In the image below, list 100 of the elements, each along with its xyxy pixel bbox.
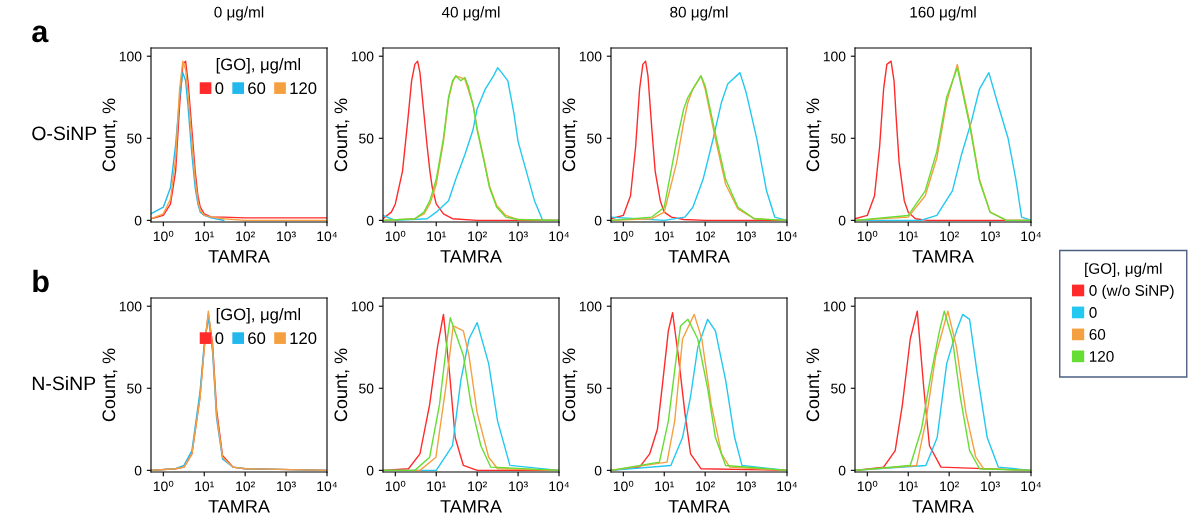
y-axis-title: Count, %: [562, 348, 578, 422]
x-axis-title: TAMRA: [668, 500, 730, 513]
legend-label: 0: [215, 82, 224, 95]
x-tick-label: 10²: [468, 481, 487, 492]
y-tick-label: 50: [127, 383, 142, 394]
x-tick-label: 10¹: [195, 481, 214, 492]
x-tick-label: 10²: [236, 231, 255, 242]
x-tick-label: 10³: [737, 231, 756, 242]
legend-title: [GO], μg/ml: [1085, 262, 1162, 277]
x-axis-title: TAMRA: [440, 500, 502, 513]
x-tick-label: 10³: [277, 231, 296, 242]
x-tick-label: 10¹: [655, 231, 674, 242]
x-tick-label: 10¹: [195, 231, 214, 242]
legend-label: 120: [290, 332, 317, 345]
y-tick-label: 50: [359, 383, 374, 394]
x-tick-label: 10³: [981, 481, 1000, 492]
y-tick-label: 0: [134, 465, 142, 476]
text: b: [33, 269, 49, 293]
y-tick-label: 50: [127, 133, 142, 144]
x-tick-label: 10⁴: [777, 231, 798, 242]
y-tick-label: 100: [823, 51, 846, 62]
y-tick-label: 0: [838, 215, 846, 226]
y-tick-label: 50: [359, 133, 374, 144]
x-tick-label: 10⁰: [613, 480, 634, 492]
x-tick-label: 10¹: [899, 231, 918, 242]
legend-label: 60: [1089, 329, 1106, 340]
x-tick-label: 10¹: [899, 481, 918, 492]
x-tick-label: 10³: [981, 231, 1000, 242]
y-axis-title: Count, %: [806, 98, 822, 172]
legend-label: 60: [248, 82, 266, 95]
x-tick-label: 10⁰: [857, 230, 878, 242]
x-tick-label: 10⁰: [153, 480, 174, 492]
x-axis-title: TAMRA: [668, 250, 730, 263]
x-tick-label: 10¹: [655, 481, 674, 492]
y-tick-label: 0: [134, 215, 142, 226]
y-axis-title: Count, %: [334, 348, 350, 422]
x-axis-title: TAMRA: [208, 500, 270, 513]
y-axis-title: Count, %: [806, 348, 822, 422]
x-axis-title: TAMRA: [208, 250, 270, 263]
chart-title: 0 μg/ml: [214, 6, 264, 21]
y-tick-label: 100: [823, 301, 846, 312]
x-tick-label: 10⁴: [549, 481, 570, 492]
text: a: [32, 25, 49, 43]
y-tick-label: 50: [587, 133, 602, 144]
y-tick-label: 50: [831, 133, 846, 144]
x-tick-label: 10⁴: [1021, 231, 1042, 242]
y-tick-label: 0: [594, 215, 602, 226]
legend-label: 0 (w/o SiNP): [1089, 284, 1174, 299]
y-tick-label: 100: [579, 301, 602, 312]
x-tick-label: 10¹: [427, 481, 446, 492]
x-tick-label: 10²: [940, 481, 959, 492]
y-tick-label: 100: [351, 301, 374, 312]
chart-title: 80 μg/ml: [670, 6, 728, 21]
x-tick-label: 10⁴: [317, 231, 338, 242]
legend-label: 120: [1089, 350, 1114, 362]
x-tick-label: 10³: [737, 481, 756, 492]
legend-title: [GO], μg/ml: [216, 308, 301, 324]
x-tick-label: 10⁰: [857, 480, 878, 492]
y-tick-label: 0: [366, 465, 374, 476]
x-tick-label: 10²: [940, 231, 959, 242]
y-tick-label: 0: [838, 465, 846, 476]
chart-title: 40 μg/ml: [441, 6, 500, 21]
x-tick-label: 10¹: [427, 231, 446, 242]
x-tick-label: 10⁴: [777, 481, 798, 492]
x-tick-label: 10²: [696, 481, 715, 492]
y-tick-label: 100: [119, 301, 142, 312]
y-axis-title: Count, %: [102, 348, 118, 422]
y-tick-label: 0: [366, 215, 374, 226]
x-tick-label: 10⁴: [549, 231, 570, 242]
x-axis-title: TAMRA: [440, 250, 502, 263]
y-axis-title: Count, %: [334, 98, 350, 172]
legend-label: 0: [1089, 307, 1097, 318]
x-tick-label: 10⁰: [385, 230, 406, 242]
text: N-SiNP: [32, 375, 96, 391]
y-tick-label: 100: [579, 51, 602, 62]
x-tick-label: 10³: [509, 231, 528, 242]
x-tick-label: 10³: [509, 481, 528, 492]
x-tick-label: 10⁰: [153, 230, 174, 242]
x-tick-label: 10³: [277, 481, 296, 492]
x-tick-label: 10⁴: [1021, 481, 1042, 492]
y-axis-title: Count, %: [102, 98, 118, 172]
y-axis-title: Count, %: [562, 98, 578, 172]
text: O-SiNP: [32, 125, 97, 141]
x-tick-label: 10²: [236, 481, 255, 492]
y-tick-label: 0: [594, 465, 602, 476]
y-tick-label: 50: [587, 383, 602, 394]
legend-title: [GO], μg/ml: [216, 58, 301, 74]
x-tick-label: 10²: [468, 231, 487, 242]
x-tick-label: 10⁰: [385, 480, 406, 492]
y-tick-label: 100: [351, 51, 374, 62]
chart-title: 160 μg/ml: [910, 6, 976, 21]
y-tick-label: 50: [831, 383, 846, 394]
legend-label: 120: [290, 82, 317, 95]
x-axis-title: TAMRA: [912, 500, 974, 513]
legend-label: 0: [215, 332, 224, 345]
y-tick-label: 100: [119, 51, 142, 62]
legend-label: 60: [248, 332, 266, 345]
x-tick-label: 10²: [696, 231, 715, 242]
x-axis-title: TAMRA: [912, 250, 974, 263]
x-tick-label: 10⁴: [317, 481, 338, 492]
